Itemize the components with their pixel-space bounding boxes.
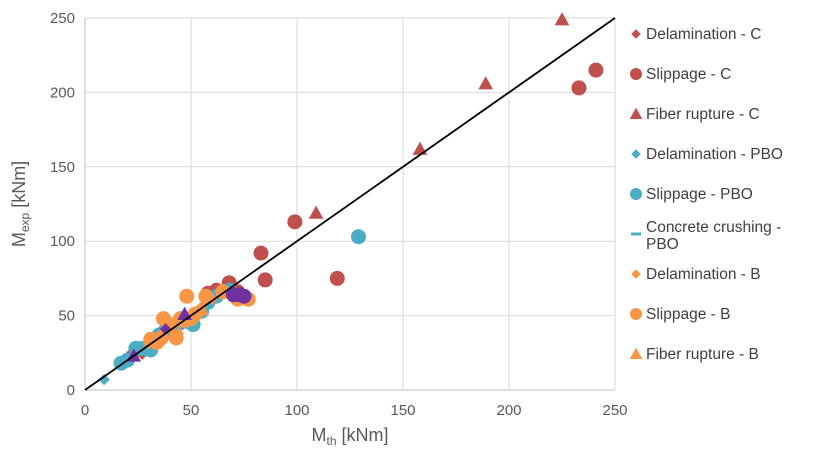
y-axis-title: Mexp [kNm] [9, 161, 32, 247]
point-slippage-c [287, 214, 303, 230]
x-tick-label: 50 [183, 402, 200, 419]
legend-marker [630, 188, 642, 200]
legend-item: Fiber rupture - B [629, 346, 759, 363]
x-axis-title: Mth [kNm] [311, 425, 388, 448]
legend-marker [631, 149, 641, 159]
point-fiber-rupture-c [554, 12, 570, 26]
legend-label: Slippage - PBO [646, 186, 753, 203]
x-axis-title-sub: th [326, 434, 336, 448]
legend-label: Delamination - PBO [646, 146, 783, 163]
legend-item: Slippage - C [630, 66, 731, 83]
y-axis-title-unit: [kNm] [9, 161, 29, 213]
x-tick-label: 200 [496, 402, 521, 419]
point-delamination-pbo [98, 373, 110, 386]
legend-marker [629, 107, 643, 120]
point-slippage-c [588, 62, 604, 78]
point-slippage-c [571, 80, 587, 96]
legend-item: Delamination - PBO [631, 146, 783, 163]
legend-item: Concrete crushing -PBO [631, 219, 781, 253]
point-fiber-rupture-c [412, 141, 428, 155]
x-axis-title-main: M [311, 425, 326, 445]
reference-line-group [84, 17, 616, 391]
point-slippage-pbo [350, 229, 366, 245]
reference-line [84, 17, 616, 391]
y-tick-label: 50 [58, 308, 75, 325]
legend-label: Concrete crushing -PBO [646, 219, 781, 253]
legend-item: Slippage - PBO [630, 186, 753, 203]
legend-label: Fiber rupture - C [646, 106, 760, 123]
x-tick-label: 250 [602, 402, 627, 419]
gridlines [84, 17, 616, 391]
legend-label: Delamination - C [646, 26, 761, 43]
y-axis-title-sub: exp [18, 213, 32, 233]
legend-item: Delamination - B [631, 266, 761, 283]
legend-item: Slippage - B [630, 306, 730, 323]
y-axis-title-main: M [9, 232, 29, 247]
legend-marker [631, 269, 641, 279]
legend-label: Slippage - B [646, 306, 730, 323]
y-tick-label: 100 [50, 233, 75, 250]
legend-item: Fiber rupture - C [629, 106, 760, 123]
x-axis-title-unit: [kNm] [337, 425, 389, 445]
legend-marker [629, 347, 643, 360]
point-slippage-c [257, 272, 273, 288]
y-tick-label: 150 [50, 159, 75, 176]
point-slippage-b [198, 288, 214, 304]
legend-label: Fiber rupture - B [646, 346, 759, 363]
legend-marker [631, 232, 641, 236]
legend-marker [630, 68, 642, 80]
x-tick-label: 150 [390, 402, 415, 419]
point-fiber-rupture-c [308, 205, 324, 219]
x-tick-label: 100 [284, 402, 309, 419]
legend-label-line: PBO [646, 236, 679, 253]
legend: Delamination - C Slippage - C Fiber ruptur… [629, 26, 783, 363]
y-tick-label: 0 [67, 382, 75, 399]
data-points [98, 12, 604, 386]
legend-marker [631, 29, 641, 39]
legend-marker [630, 308, 642, 320]
point-slippage-b [168, 330, 184, 346]
legend-label: Slippage - C [646, 66, 731, 83]
legend-label: Delamination - B [646, 266, 761, 283]
y-tick-label: 200 [50, 84, 75, 101]
y-tick-label: 250 [50, 10, 75, 27]
legend-label-line: Concrete crushing - [646, 219, 781, 236]
point-slippage-b [179, 288, 195, 304]
point-slippage-c [329, 270, 345, 286]
point-additional-series-purple [236, 288, 252, 304]
x-tick-label: 0 [81, 402, 89, 419]
point-fiber-rupture-c [478, 76, 494, 90]
legend-item: Delamination - C [631, 26, 761, 43]
point-slippage-c [253, 245, 269, 261]
